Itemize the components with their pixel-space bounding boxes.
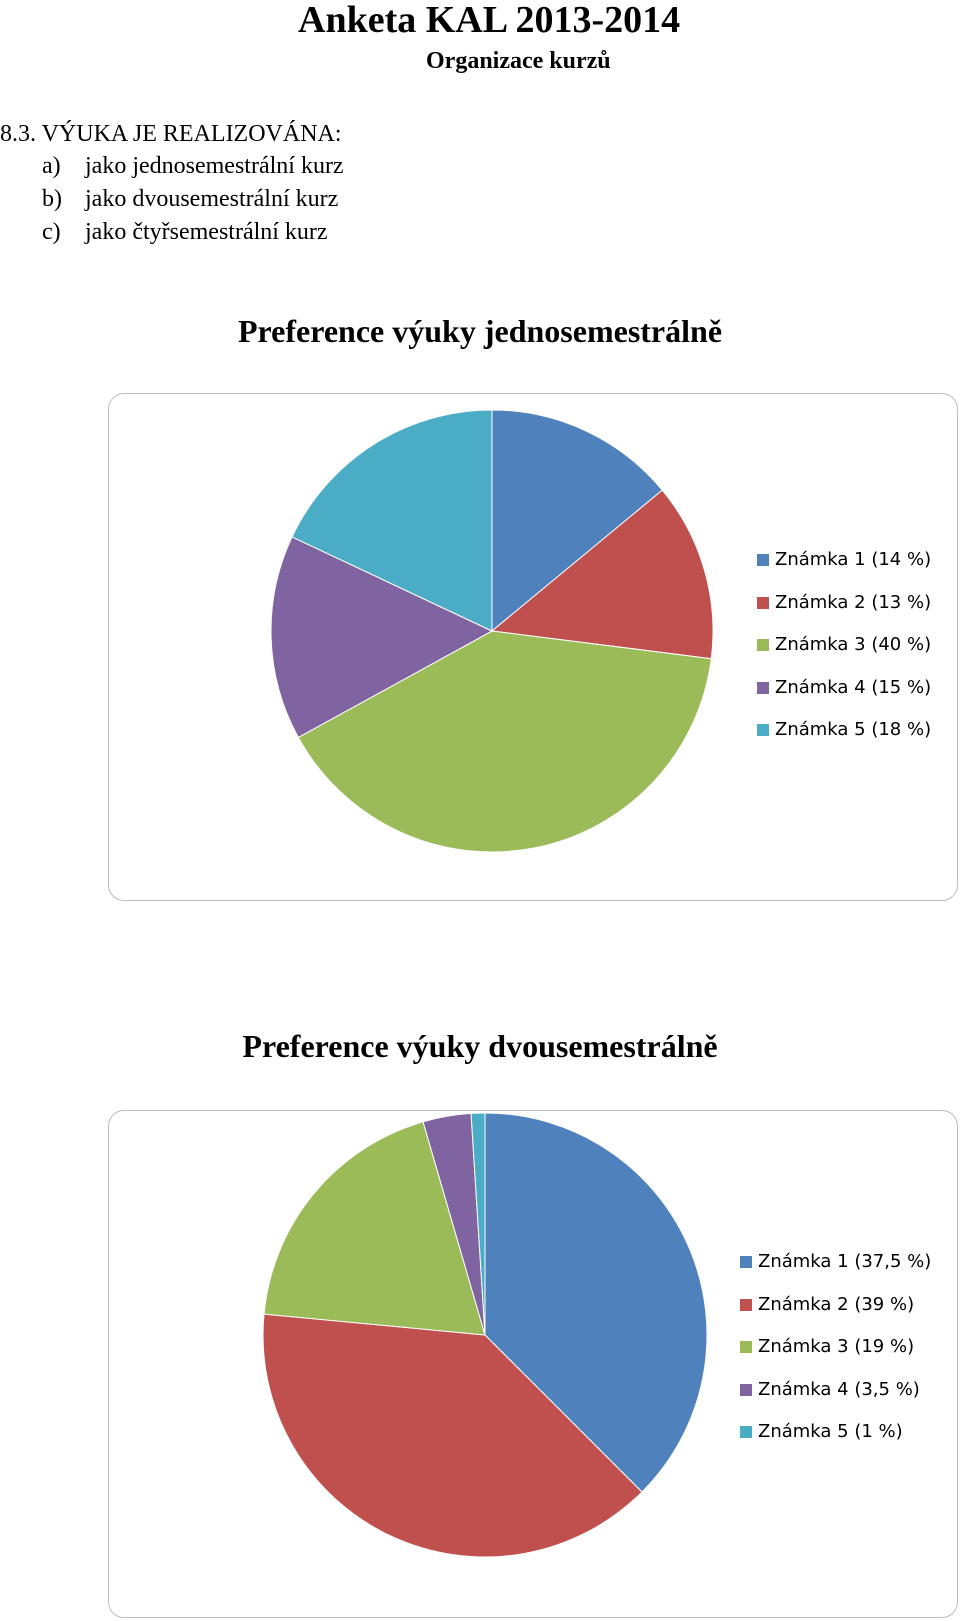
pie-slice-1	[491, 409, 663, 633]
legend-item: Známka 3 (40 %)	[757, 624, 931, 667]
pie-chart	[270, 409, 714, 853]
legend-item: Známka 4 (3,5 %)	[740, 1369, 931, 1412]
legend-item: Známka 2 (13 %)	[757, 582, 931, 625]
legend-swatch	[757, 554, 769, 567]
legend-swatch	[740, 1298, 752, 1311]
legend-item: Známka 1 (14 %)	[757, 539, 931, 582]
legend-item: Známka 3 (19 %)	[740, 1326, 931, 1369]
legend-item: Známka 5 (18 %)	[757, 709, 931, 752]
pie-chart	[262, 1112, 708, 1558]
option-letter: b)	[42, 186, 62, 212]
legend-item: Známka 4 (15 %)	[757, 667, 931, 710]
legend-label: Známka 1 (37,5 %)	[758, 1251, 932, 1272]
legend-item: Známka 2 (39 %)	[740, 1284, 931, 1327]
question-heading: 8.3. VÝUKA JE REALIZOVÁNA:	[0, 121, 342, 147]
legend-label: Známka 1 (14 %)	[775, 549, 932, 570]
pie-slice-5	[291, 409, 493, 632]
pie-slice-2	[262, 1313, 643, 1558]
legend-label: Známka 2 (39 %)	[758, 1293, 915, 1315]
option-letter: c)	[42, 219, 61, 245]
legend-swatch	[757, 596, 769, 609]
legend-swatch	[740, 1256, 752, 1269]
pie-slice-4	[270, 536, 494, 739]
option-item: c) jako čtyřsemestrální kurz	[42, 216, 344, 249]
chart-frame: Známka 1 (37,5 %) Známka 2 (39 %) Známka…	[108, 1110, 958, 1618]
legend-label: Známka 5 (1 %)	[758, 1421, 903, 1442]
question-options: a) jako jednosemestrální kurz b) jako dvou…	[42, 150, 344, 249]
chart-title: Preference výuky dvousemestrálně	[242, 1028, 718, 1064]
legend-swatch	[740, 1426, 752, 1439]
option-text: jako dvousemestrální kurz	[85, 186, 339, 212]
pie-slice-3	[263, 1121, 486, 1336]
legend-label: Známka 5 (18 %)	[775, 719, 932, 740]
option-text: jako jednosemestrální kurz	[85, 153, 344, 179]
document-title: Anketa KAL 2013-2014	[298, 0, 681, 41]
legend-item: Známka 1 (37,5 %)	[740, 1241, 931, 1284]
option-item: b) jako dvousemestrální kurz	[42, 183, 344, 216]
legend-label: Známka 4 (3,5 %)	[758, 1378, 920, 1400]
option-letter: a)	[42, 153, 61, 179]
pie-slice-3	[297, 630, 712, 853]
legend-label: Známka 3 (19 %)	[758, 1336, 915, 1357]
legend-swatch	[757, 639, 769, 652]
legend-swatch	[740, 1341, 752, 1354]
legend-swatch	[740, 1383, 752, 1396]
option-item: a) jako jednosemestrální kurz	[42, 150, 344, 183]
legend-item: Známka 5 (1 %)	[740, 1411, 931, 1454]
legend-label: Známka 2 (13 %)	[775, 591, 932, 613]
pie-slice-5	[470, 1112, 486, 1336]
legend-label: Známka 3 (40 %)	[775, 634, 932, 655]
legend-swatch	[757, 724, 769, 737]
pie-slice-1	[484, 1112, 708, 1493]
pie-slice-2	[490, 489, 714, 660]
chart-frame: Známka 1 (14 %) Známka 2 (13 %) Známka 3…	[108, 393, 958, 901]
legend-swatch	[757, 681, 769, 694]
chart-legend: Známka 1 (37,5 %) Známka 2 (39 %) Známka…	[740, 1241, 931, 1454]
chart-legend: Známka 1 (14 %) Známka 2 (13 %) Známka 3…	[757, 539, 931, 752]
legend-label: Známka 4 (15 %)	[775, 676, 932, 698]
document-subtitle: Organizace kurzů	[426, 48, 611, 74]
option-text: jako čtyřsemestrální kurz	[85, 219, 328, 245]
chart-title: Preference výuky jednosemestrálně	[237, 313, 723, 349]
